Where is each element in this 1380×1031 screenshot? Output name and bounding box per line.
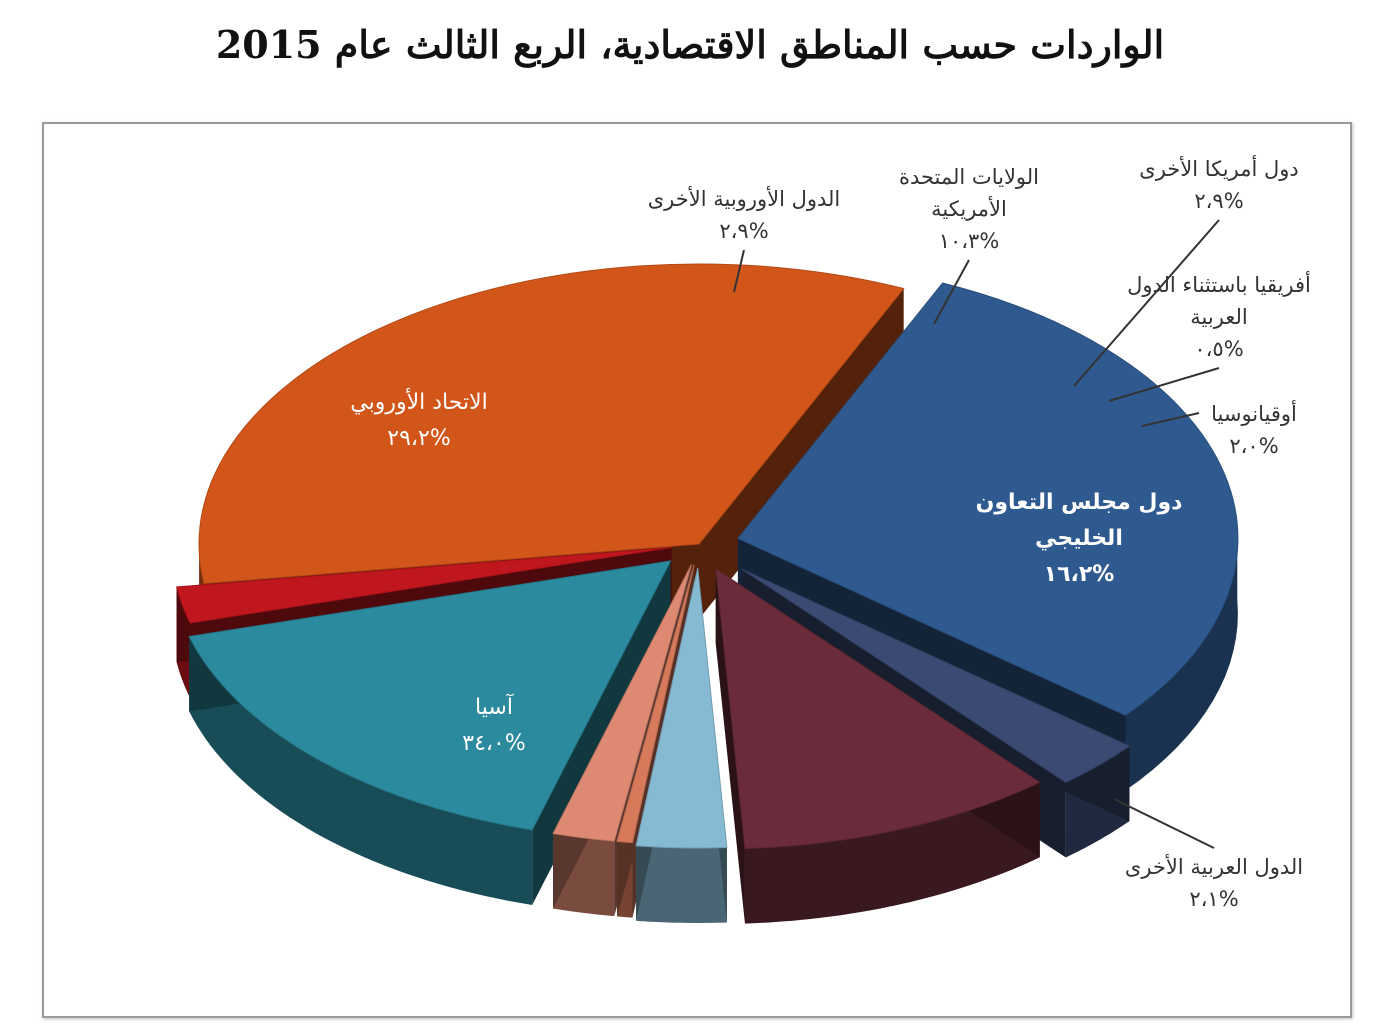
slice-label-4: دول أمريكا الأخرى <box>1139 155 1298 181</box>
slice-side-3 <box>745 782 1040 924</box>
slice-label-5: العربية <box>1190 305 1247 329</box>
pie-chart: آسيا %٣٤،٠ الاتحاد الأوروبي %٢٩،٢ الدول الأو… <box>175 155 1311 924</box>
slice-label-7: دول مجلس التعاون <box>976 490 1183 515</box>
slice-value-3: %١٠،٣ <box>939 229 1000 253</box>
leader-line-8 <box>1113 798 1215 849</box>
slice-value-1: %٢٩،٢ <box>387 426 450 451</box>
leader-line-5 <box>1108 367 1220 402</box>
leader-line-3 <box>933 259 970 325</box>
slice-value-5: %٠،٥ <box>1194 337 1243 361</box>
slice-value-2: %٢،٩ <box>719 219 768 243</box>
slice-label-5: أفريقيا باستثناء الدول <box>1127 271 1311 297</box>
slice-value-4: %٢،٩ <box>1194 189 1243 213</box>
slice-wall-3-1 <box>715 569 745 924</box>
slice-label-1: الاتحاد الأوروبي <box>350 388 487 415</box>
slice-label-6: أوقيانوسيا <box>1211 400 1297 426</box>
slice-5 <box>616 564 695 844</box>
slice-value-6: %٢،٠ <box>1229 434 1278 458</box>
slice-4 <box>635 567 728 849</box>
slice-3 <box>715 568 1041 850</box>
leader-line-4 <box>1073 219 1220 387</box>
leader-line-2 <box>733 249 745 293</box>
slice-side-1 <box>1125 524 1238 791</box>
leader-line-6 <box>1141 412 1200 427</box>
slice-value-0: %٣٤،٠ <box>462 731 525 756</box>
slice-label-3: الأمريكية <box>931 196 1007 221</box>
slice-6 <box>552 564 692 842</box>
slice-8 <box>175 546 672 624</box>
slice-label-8: الدول العربية الأخرى <box>1125 854 1303 879</box>
slice-side-4 <box>636 845 727 923</box>
slice-0 <box>198 263 905 585</box>
slice-side-7 <box>189 636 533 905</box>
slice-value-8: %٢،١ <box>1189 887 1238 911</box>
chart-title: الواردات حسب المناطق الاقتصادية، الربع ا… <box>215 22 1165 67</box>
slice-2 <box>741 568 1131 784</box>
slice-label-0: آسيا <box>475 693 514 720</box>
slice-label-2: الدول الأوروبية الأخرى <box>648 186 841 211</box>
slice-label-3: الولايات المتحدة <box>899 165 1039 189</box>
slice-7 <box>188 560 672 831</box>
slice-label-7: الخليجي <box>1035 526 1123 551</box>
slice-1 <box>737 282 1239 716</box>
slice-value-7: %١٦،٢ <box>1044 562 1115 587</box>
chart-frame: آسيا %٣٤،٠ الاتحاد الأوروبي %٢٩،٢ الدول الأو… <box>42 122 1352 1018</box>
